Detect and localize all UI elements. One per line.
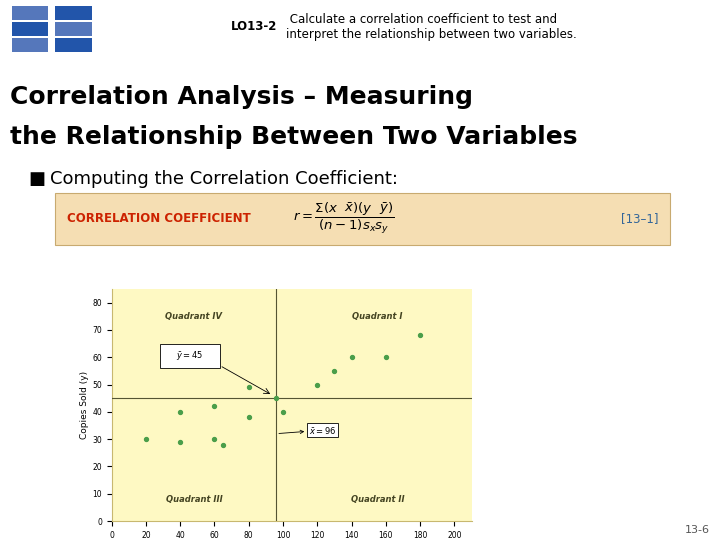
Text: $\bar{x}=96$: $\bar{x}=96$ bbox=[279, 424, 336, 436]
Text: Quadrant I: Quadrant I bbox=[352, 312, 402, 321]
Point bbox=[209, 402, 220, 411]
Text: [13–1]: [13–1] bbox=[621, 212, 658, 225]
Point bbox=[140, 435, 152, 443]
Bar bbox=[55, 6, 92, 20]
Text: $\bar{y}=45$: $\bar{y}=45$ bbox=[176, 349, 203, 362]
Text: Quadrant II: Quadrant II bbox=[351, 495, 404, 504]
Text: CORRELATION COEFFICIENT: CORRELATION COEFFICIENT bbox=[67, 212, 251, 225]
Point bbox=[380, 353, 392, 361]
Bar bbox=[12, 22, 48, 36]
Point bbox=[209, 435, 220, 443]
Point bbox=[243, 413, 254, 422]
Text: $r = \dfrac{\Sigma(x \ \ \bar{x})(y \ \ \bar{y})}{(n-1)s_x s_y}$: $r = \dfrac{\Sigma(x \ \ \bar{x})(y \ \ … bbox=[293, 201, 395, 237]
Point bbox=[346, 353, 357, 361]
Text: the Relationship Between Two Variables: the Relationship Between Two Variables bbox=[10, 125, 577, 148]
Point bbox=[174, 437, 186, 446]
Text: Calculate a correlation coefficient to test and
interpret the relationship betwe: Calculate a correlation coefficient to t… bbox=[286, 13, 576, 41]
Point bbox=[329, 367, 341, 375]
Point bbox=[312, 380, 323, 389]
FancyBboxPatch shape bbox=[160, 343, 220, 368]
FancyBboxPatch shape bbox=[55, 193, 670, 245]
Text: Computing the Correlation Coefficient:: Computing the Correlation Coefficient: bbox=[50, 170, 398, 188]
Point bbox=[271, 394, 282, 402]
Text: Correlation Analysis – Measuring: Correlation Analysis – Measuring bbox=[10, 85, 473, 109]
Text: ■: ■ bbox=[28, 170, 45, 188]
Text: Quadrant III: Quadrant III bbox=[166, 495, 222, 504]
Point bbox=[174, 408, 186, 416]
Point bbox=[217, 440, 229, 449]
Text: LO13-2: LO13-2 bbox=[231, 21, 277, 33]
Bar bbox=[55, 22, 92, 36]
Text: 13-6: 13-6 bbox=[685, 525, 710, 535]
Bar bbox=[12, 6, 48, 20]
Y-axis label: Copies Sold (y): Copies Sold (y) bbox=[81, 371, 89, 439]
Point bbox=[277, 408, 289, 416]
Bar bbox=[55, 38, 92, 52]
Bar bbox=[12, 38, 48, 52]
Point bbox=[243, 383, 254, 391]
Point bbox=[415, 331, 426, 340]
Text: Quadrant IV: Quadrant IV bbox=[166, 312, 222, 321]
